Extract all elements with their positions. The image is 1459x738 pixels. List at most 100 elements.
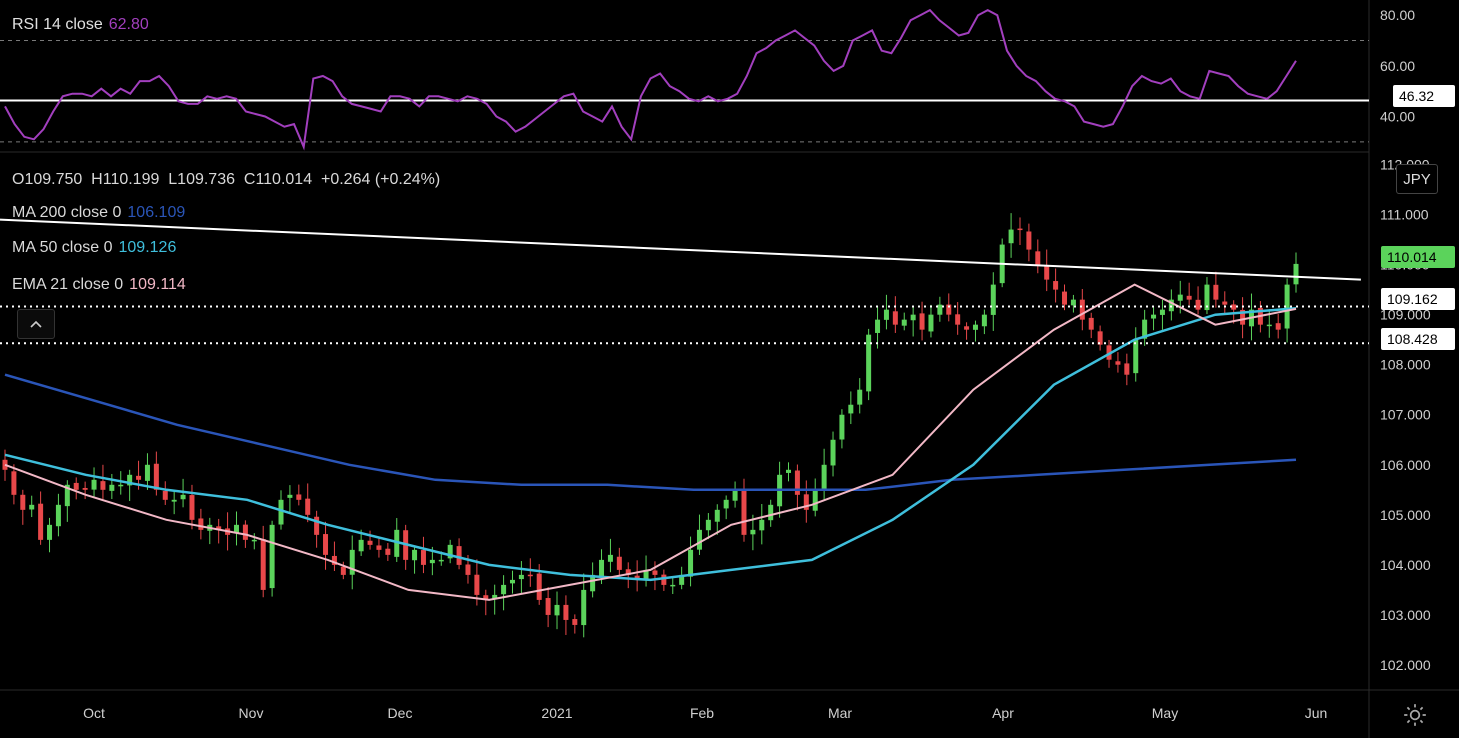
candle-body bbox=[509, 579, 515, 584]
price-tick-label: 111.000 bbox=[1380, 207, 1429, 223]
candle-body bbox=[492, 594, 498, 600]
candle-body bbox=[501, 584, 507, 595]
collapse-legend-button[interactable] bbox=[17, 309, 55, 339]
candle-body bbox=[661, 574, 667, 585]
candle-body bbox=[803, 494, 809, 510]
candle-body bbox=[251, 539, 257, 542]
candle-body bbox=[688, 549, 694, 577]
price-axis[interactable]: 112.000111.000110.000109.000108.000107.0… bbox=[1380, 7, 1431, 673]
candle-body bbox=[1124, 363, 1130, 375]
candle-body bbox=[429, 559, 435, 564]
candle-body bbox=[1142, 319, 1148, 339]
candle-body bbox=[901, 319, 907, 326]
candle-body bbox=[705, 519, 711, 531]
candle-body bbox=[1293, 263, 1299, 285]
candle-body bbox=[394, 529, 400, 557]
candle-body bbox=[118, 484, 124, 487]
ma50-legend[interactable]: MA 50 close 0 109.126 bbox=[12, 239, 176, 257]
time-tick-label: Feb bbox=[690, 705, 714, 721]
ma200-legend[interactable]: MA 200 close 0 106.109 bbox=[12, 204, 185, 222]
candle-body bbox=[696, 529, 702, 550]
candle-body bbox=[1035, 251, 1041, 265]
ma200-line bbox=[4, 373, 1297, 492]
candle-body bbox=[1240, 309, 1246, 325]
candle-body bbox=[269, 524, 275, 589]
candle-body bbox=[652, 570, 658, 575]
time-tick-label: Jun bbox=[1305, 705, 1328, 721]
candle-body bbox=[1195, 299, 1201, 310]
candle-body bbox=[323, 534, 329, 555]
time-tick-label: Oct bbox=[83, 705, 105, 721]
candle-body bbox=[732, 489, 738, 501]
candle-body bbox=[233, 524, 239, 534]
candle-body bbox=[1017, 228, 1023, 231]
time-axis[interactable]: Oct Nov Dec 2021 Feb Mar Apr May Jun bbox=[83, 705, 1327, 721]
candle-body bbox=[866, 334, 872, 392]
candle-body bbox=[830, 439, 836, 466]
time-tick-label: May bbox=[1152, 705, 1178, 721]
candle-body bbox=[857, 389, 863, 405]
ema21-legend-label: EMA 21 close 0 bbox=[12, 276, 124, 293]
ma50-legend-label: MA 50 close 0 bbox=[12, 239, 113, 256]
ohlc-readout: O109.750 H110.199 L109.736 C110.014 +0.2… bbox=[12, 171, 441, 188]
candle-body bbox=[162, 490, 168, 500]
price-tick-label: 108.000 bbox=[1380, 357, 1431, 373]
candle-body bbox=[29, 504, 35, 510]
candle-body bbox=[1151, 314, 1157, 319]
level-2-tag: 108.428 bbox=[1381, 328, 1455, 350]
candle-body bbox=[1204, 284, 1210, 311]
candle-body bbox=[278, 499, 284, 525]
rsi-legend-label: RSI 14 close bbox=[12, 16, 103, 33]
candle-body bbox=[296, 494, 302, 500]
currency-button[interactable]: JPY bbox=[1396, 164, 1438, 194]
candle-body bbox=[314, 516, 320, 535]
candle-body bbox=[1088, 317, 1094, 330]
candle-body bbox=[1097, 331, 1103, 345]
candle-body bbox=[883, 309, 889, 320]
candle-body bbox=[786, 469, 792, 473]
candle-body bbox=[1231, 304, 1237, 310]
rsi-legend: RSI 14 close 62.80 bbox=[12, 16, 149, 34]
resistance-trendline[interactable] bbox=[0, 218, 1361, 281]
candle-body bbox=[38, 503, 44, 540]
settings-gear-icon[interactable] bbox=[1402, 702, 1428, 728]
candle-body bbox=[679, 574, 685, 585]
candle-body bbox=[946, 304, 952, 315]
candle-body bbox=[483, 595, 489, 600]
candle-body bbox=[260, 539, 266, 590]
ma200-legend-value: 106.109 bbox=[127, 204, 186, 221]
ema21-legend[interactable]: EMA 21 close 0 109.114 bbox=[12, 276, 186, 294]
time-tick-label: 2021 bbox=[541, 705, 572, 721]
candle-body bbox=[794, 470, 800, 495]
candle-body bbox=[376, 545, 382, 550]
candle-body bbox=[821, 464, 827, 489]
candle-body bbox=[812, 489, 818, 511]
time-tick-label: Apr bbox=[992, 705, 1014, 721]
candle-body bbox=[11, 471, 17, 495]
time-tick-label: Mar bbox=[828, 705, 852, 721]
candle-body bbox=[607, 554, 613, 562]
rsi-tick-label: 80.00 bbox=[1380, 7, 1415, 23]
candle-body bbox=[910, 314, 916, 321]
candle-body bbox=[91, 479, 97, 490]
candle-body bbox=[349, 549, 355, 575]
candle-body bbox=[990, 284, 996, 315]
candle-body bbox=[474, 574, 480, 595]
candle-body bbox=[1008, 229, 1014, 244]
price-tick-label: 109.000 bbox=[1380, 307, 1431, 323]
candle-body bbox=[964, 326, 970, 330]
time-tick-label: Dec bbox=[388, 705, 413, 721]
candle-body bbox=[634, 575, 640, 580]
candle-body bbox=[55, 504, 61, 527]
candle-body bbox=[1275, 323, 1281, 330]
candles bbox=[2, 213, 1299, 638]
candle-body bbox=[2, 459, 8, 470]
candle-body bbox=[599, 559, 605, 577]
candle-body bbox=[839, 414, 845, 440]
candle-body bbox=[1133, 339, 1139, 374]
ma50-line bbox=[4, 307, 1297, 582]
rsi-tick-label: 60.00 bbox=[1380, 58, 1415, 74]
candle-body bbox=[198, 518, 204, 530]
candle-body bbox=[1053, 281, 1059, 290]
